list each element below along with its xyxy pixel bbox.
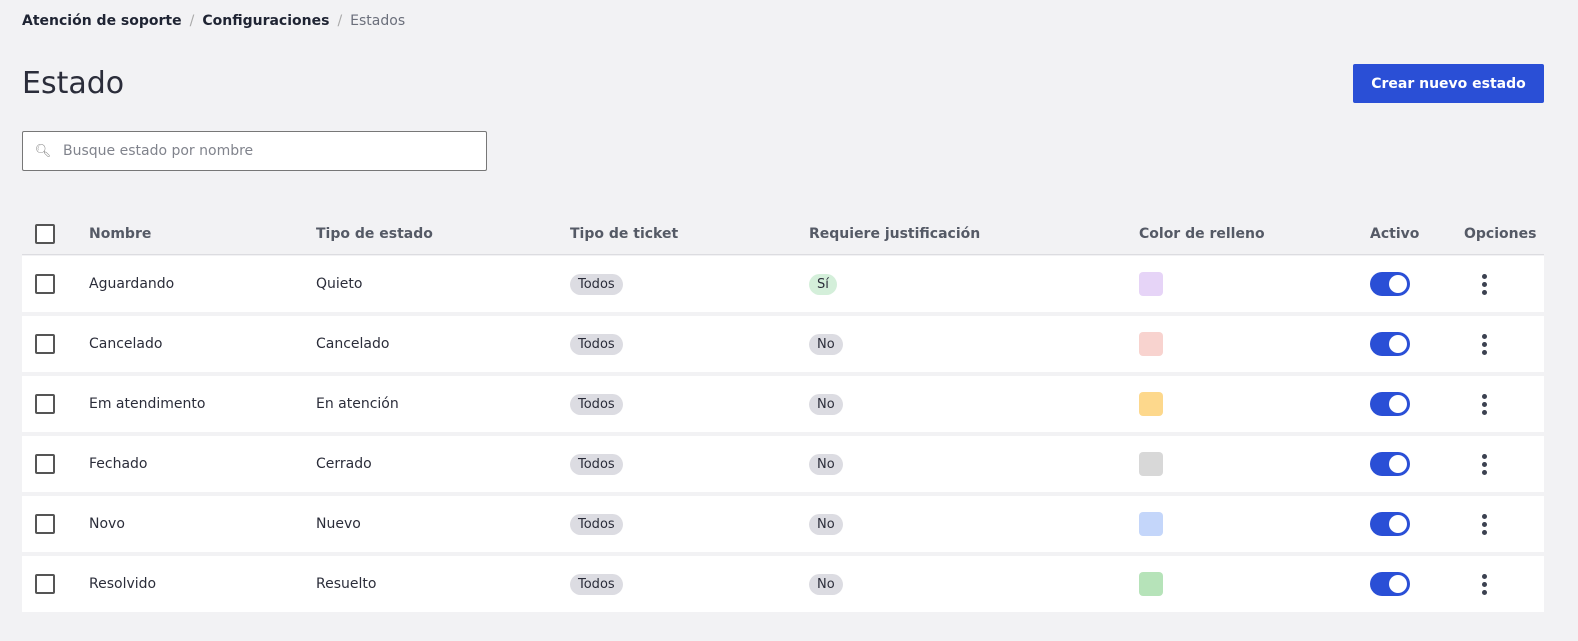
justification-badge: No	[809, 513, 843, 535]
ticket-type-badge: Todos	[570, 453, 623, 475]
row-checkbox[interactable]	[35, 454, 55, 474]
column-header[interactable]: Tipo de estado	[316, 225, 433, 242]
options-menu-icon[interactable]	[1479, 453, 1489, 475]
state-name: Aguardando	[89, 276, 175, 292]
ticket-type-badge: Todos	[570, 333, 623, 355]
state-type: Quieto	[316, 276, 363, 292]
breadcrumb: Atención de soporte / Configuraciones / Es…	[22, 13, 405, 29]
table-row[interactable]: Fechado Cerrado Todos No	[22, 436, 1544, 492]
column-header[interactable]: Tipo de ticket	[570, 225, 679, 242]
ticket-type-badge: Todos	[570, 513, 623, 535]
state-type: Resuelto	[316, 576, 377, 592]
table-row[interactable]: Cancelado Cancelado Todos No	[22, 316, 1544, 372]
state-name: Novo	[89, 516, 125, 532]
breadcrumb-separator: /	[337, 13, 343, 29]
states-table: Nombre Tipo de estado Tipo de ticket Req…	[22, 213, 1544, 616]
state-type: En atención	[316, 396, 399, 412]
state-name: Fechado	[89, 456, 148, 472]
select-all-checkbox[interactable]	[35, 223, 55, 244]
column-header: Color de relleno	[1139, 225, 1265, 242]
options-menu-icon[interactable]	[1479, 513, 1489, 535]
fill-color-swatch	[1139, 332, 1163, 356]
state-name: Resolvido	[89, 576, 157, 592]
active-toggle[interactable]	[1370, 272, 1410, 296]
row-checkbox[interactable]	[35, 394, 55, 414]
row-checkbox[interactable]	[35, 574, 55, 594]
fill-color-swatch	[1139, 452, 1163, 476]
search-icon: 🔍︎	[34, 143, 52, 159]
active-toggle[interactable]	[1370, 452, 1410, 476]
breadcrumb-settings[interactable]: Configuraciones	[202, 13, 330, 29]
search-box: 🔍︎	[22, 131, 487, 171]
column-header: Activo	[1370, 225, 1420, 242]
active-toggle[interactable]	[1370, 512, 1410, 536]
table-row[interactable]: Em atendimento En atención Todos No	[22, 376, 1544, 432]
options-menu-icon[interactable]	[1479, 573, 1489, 595]
row-checkbox[interactable]	[35, 334, 55, 354]
justification-badge: Sí	[809, 273, 837, 295]
options-menu-icon[interactable]	[1479, 273, 1489, 295]
options-menu-icon[interactable]	[1479, 333, 1489, 355]
state-type: Cancelado	[316, 336, 390, 352]
column-header[interactable]: Requiere justificación	[809, 225, 981, 242]
fill-color-swatch	[1139, 392, 1163, 416]
row-checkbox[interactable]	[35, 514, 55, 534]
fill-color-swatch	[1139, 572, 1163, 596]
active-toggle[interactable]	[1370, 572, 1410, 596]
search-input[interactable]	[63, 143, 486, 159]
state-name: Em atendimento	[89, 396, 206, 412]
column-header[interactable]: Nombre	[89, 225, 152, 242]
ticket-type-badge: Todos	[570, 273, 623, 295]
state-type: Nuevo	[316, 516, 361, 532]
justification-badge: No	[809, 453, 843, 475]
table-row[interactable]: Resolvido Resuelto Todos No	[22, 556, 1544, 612]
table-row[interactable]: Aguardando Quieto Todos Sí	[22, 256, 1544, 312]
breadcrumb-current: Estados	[350, 13, 406, 29]
row-checkbox[interactable]	[35, 274, 55, 294]
breadcrumb-support[interactable]: Atención de soporte	[22, 13, 182, 29]
column-header: Opciones	[1464, 225, 1537, 242]
fill-color-swatch	[1139, 512, 1163, 536]
ticket-type-badge: Todos	[570, 573, 623, 595]
table-header: Nombre Tipo de estado Tipo de ticket Req…	[22, 213, 1544, 255]
fill-color-swatch	[1139, 272, 1163, 296]
ticket-type-badge: Todos	[570, 393, 623, 415]
page-title: Estado	[22, 66, 125, 101]
justification-badge: No	[809, 573, 843, 595]
justification-badge: No	[809, 393, 843, 415]
state-name: Cancelado	[89, 336, 163, 352]
options-menu-icon[interactable]	[1479, 393, 1489, 415]
active-toggle[interactable]	[1370, 392, 1410, 416]
create-state-button[interactable]: Crear nuevo estado	[1353, 64, 1544, 103]
breadcrumb-separator: /	[189, 13, 195, 29]
state-type: Cerrado	[316, 456, 372, 472]
table-row[interactable]: Novo Nuevo Todos No	[22, 496, 1544, 552]
active-toggle[interactable]	[1370, 332, 1410, 356]
justification-badge: No	[809, 333, 843, 355]
